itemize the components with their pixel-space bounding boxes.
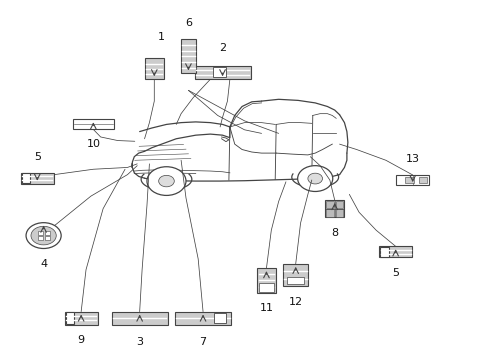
Text: 5: 5 bbox=[34, 152, 41, 162]
Circle shape bbox=[147, 167, 185, 195]
Bar bbox=[258, 283, 274, 292]
Circle shape bbox=[31, 226, 56, 245]
Bar bbox=[335, 210, 342, 217]
Bar bbox=[335, 201, 342, 208]
Circle shape bbox=[26, 223, 61, 248]
Bar bbox=[45, 236, 50, 240]
Text: 4: 4 bbox=[40, 259, 47, 269]
Bar bbox=[145, 58, 163, 79]
Bar bbox=[21, 174, 30, 183]
Bar bbox=[194, 66, 250, 79]
Text: 13: 13 bbox=[405, 154, 419, 164]
Text: 3: 3 bbox=[136, 337, 143, 347]
Bar bbox=[212, 67, 226, 77]
Bar bbox=[286, 276, 304, 284]
Circle shape bbox=[297, 166, 332, 192]
Bar bbox=[257, 268, 275, 293]
Text: 2: 2 bbox=[219, 43, 225, 53]
Bar bbox=[326, 210, 333, 217]
Text: 6: 6 bbox=[184, 18, 191, 28]
Bar bbox=[379, 247, 388, 257]
Text: 10: 10 bbox=[86, 139, 100, 149]
Bar bbox=[405, 177, 413, 183]
Bar bbox=[45, 231, 50, 235]
Text: 9: 9 bbox=[78, 335, 84, 345]
Text: 7: 7 bbox=[199, 337, 206, 347]
Bar bbox=[111, 312, 167, 324]
Circle shape bbox=[307, 173, 322, 184]
Text: 5: 5 bbox=[391, 268, 398, 278]
Circle shape bbox=[158, 175, 174, 187]
Text: 11: 11 bbox=[259, 303, 273, 313]
Text: 8: 8 bbox=[330, 228, 338, 238]
Bar bbox=[64, 312, 98, 324]
Text: 12: 12 bbox=[288, 297, 302, 307]
Bar bbox=[175, 312, 231, 324]
Bar bbox=[326, 201, 333, 208]
Bar bbox=[213, 313, 226, 323]
Bar bbox=[20, 173, 54, 184]
Bar bbox=[418, 177, 427, 183]
Bar bbox=[378, 246, 411, 257]
Bar bbox=[325, 200, 343, 217]
Bar bbox=[283, 264, 308, 286]
Bar bbox=[38, 231, 42, 235]
Bar bbox=[73, 120, 114, 130]
Bar bbox=[180, 39, 196, 73]
Bar bbox=[65, 312, 74, 324]
Text: 1: 1 bbox=[158, 32, 165, 42]
Bar bbox=[38, 236, 42, 240]
Bar bbox=[395, 175, 428, 185]
